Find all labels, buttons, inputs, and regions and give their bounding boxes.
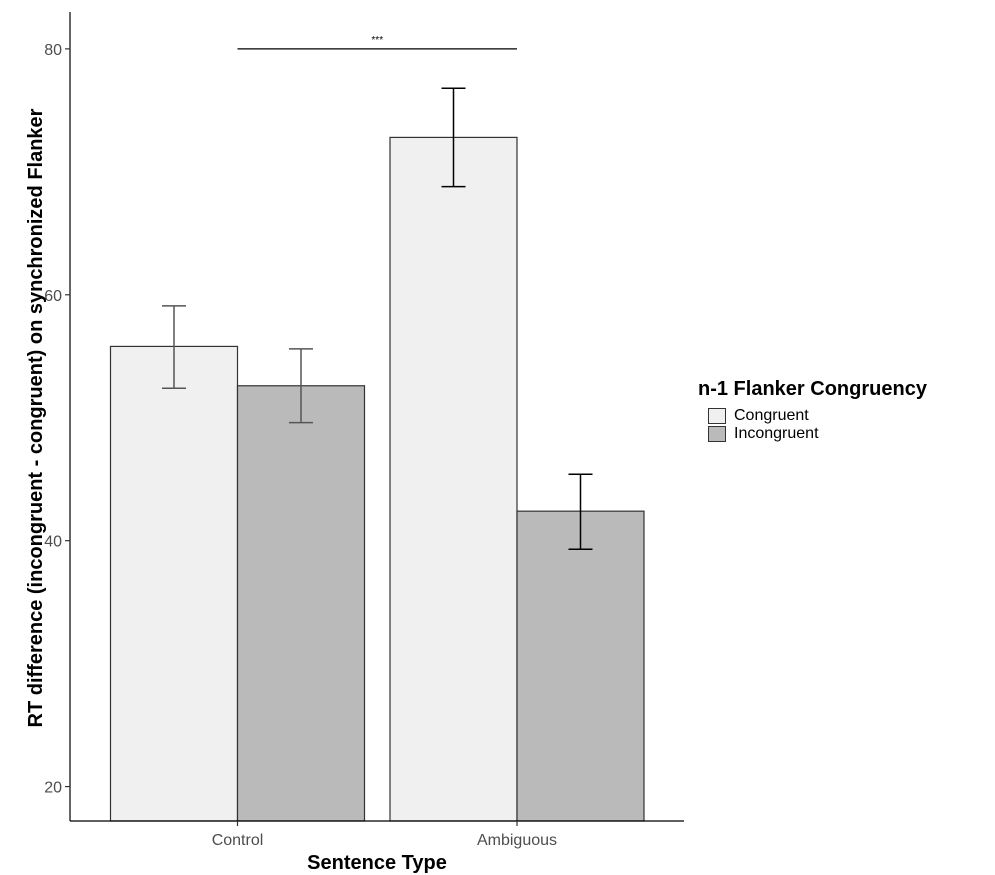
legend-label-incongruent: Incongruent xyxy=(734,425,819,442)
legend-item-incongruent: Incongruent xyxy=(708,425,927,443)
error-bar-control-congruent xyxy=(162,305,186,389)
legend-key-incongruent xyxy=(708,426,726,442)
legend-key-congruent xyxy=(708,408,726,424)
bars xyxy=(109,136,645,822)
axes xyxy=(69,12,684,822)
legend-label-congruent: Congruent xyxy=(734,407,809,424)
error-bars xyxy=(162,87,593,551)
legend: n-1 Flanker Congruency Congruent Incongr… xyxy=(698,378,927,443)
legend-title: n-1 Flanker Congruency xyxy=(698,378,927,400)
y-tick-label: 60 xyxy=(44,288,62,305)
x-ticks: Control Ambiguous xyxy=(212,821,557,849)
error-bar-ambiguous-congruent xyxy=(441,87,466,188)
x-tick-label-control: Control xyxy=(212,832,264,849)
y-tick-label: 20 xyxy=(44,780,62,797)
significance-label: *** xyxy=(371,35,383,46)
bar-ambiguous-incongruent xyxy=(516,510,645,822)
y-tick-label: 80 xyxy=(44,42,62,59)
significance-bracket: *** xyxy=(237,35,517,50)
legend-item-congruent: Congruent xyxy=(708,407,927,425)
error-bar-ambiguous-incongruent xyxy=(568,473,593,551)
x-tick-label-ambiguous: Ambiguous xyxy=(477,832,557,849)
bar-control-incongruent xyxy=(236,385,366,822)
y-tick-label: 40 xyxy=(44,534,62,551)
bar-control-congruent xyxy=(109,345,239,822)
error-bar-control-incongruent xyxy=(289,348,313,424)
y-ticks: 20 40 60 80 xyxy=(44,42,70,797)
x-axis-title: Sentence Type xyxy=(307,852,447,874)
y-axis-title: RT difference (incongruent - congruent) … xyxy=(25,108,47,727)
bar-ambiguous-congruent xyxy=(389,136,518,822)
